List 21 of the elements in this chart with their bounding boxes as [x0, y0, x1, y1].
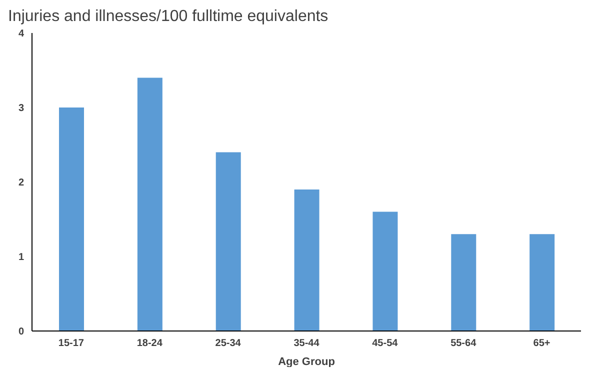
bar: [372, 212, 398, 331]
x-tick-label: 55-64: [450, 338, 477, 350]
bar: [59, 108, 84, 331]
bar: [530, 234, 555, 331]
y-tick-label: 3: [18, 103, 24, 114]
x-tick-label: 65+: [533, 338, 550, 350]
x-tick-label: 35-44: [294, 338, 320, 350]
chart-title: Injuries and illnesses/100 fulltime equivalents: [8, 8, 328, 26]
bar: [216, 152, 241, 331]
y-tick-label: 4: [18, 28, 24, 40]
bar: [137, 78, 162, 331]
x-tick-label: 15-17: [58, 338, 84, 350]
bar: [451, 234, 476, 331]
x-tick-label: 45-54: [372, 338, 398, 350]
y-tick-label: 1: [18, 252, 24, 264]
y-tick-label: 2: [18, 178, 24, 189]
x-tick-label: 25-34: [215, 338, 242, 350]
y-tick-label: 0: [18, 326, 24, 338]
x-axis-title: Age Group: [278, 356, 336, 368]
bar: [294, 189, 320, 331]
x-tick-label: 18-24: [136, 338, 163, 350]
